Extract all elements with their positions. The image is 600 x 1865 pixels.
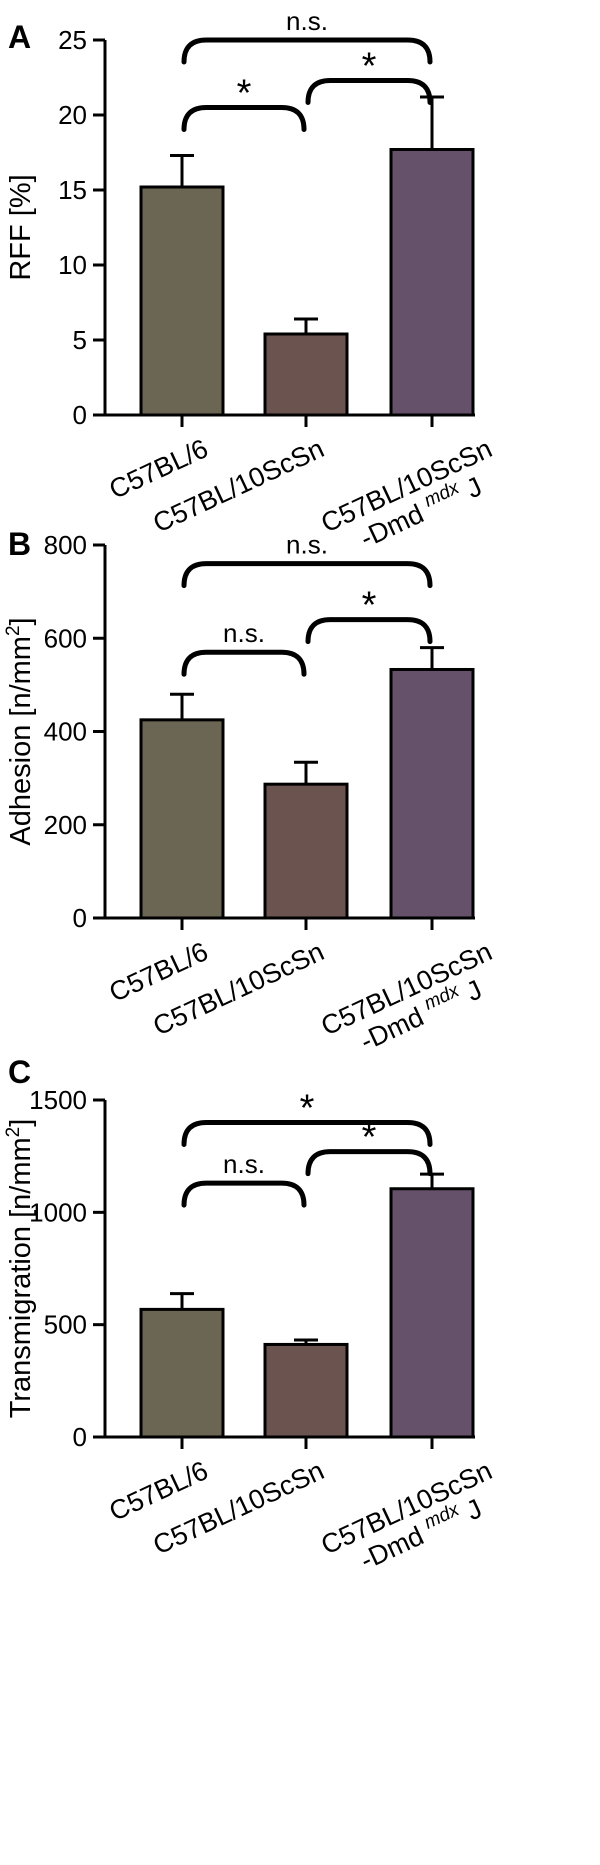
significance-label: n.s. [223, 1149, 265, 1179]
y-tick-label: 1000 [29, 1197, 87, 1227]
significance-label: * [237, 73, 252, 115]
y-tick-label: 20 [58, 100, 87, 130]
bar-0 [139, 718, 225, 920]
significance-bracket [181, 1180, 307, 1208]
bar-1 [263, 332, 349, 417]
significance-label: n.s. [286, 6, 328, 36]
y-tick-label: 400 [44, 717, 87, 747]
bar-0 [139, 1307, 225, 1439]
significance-bracket [181, 649, 307, 677]
y-tick-label: 0 [73, 1422, 87, 1452]
significance-label: * [362, 1117, 377, 1159]
bar-2 [389, 1187, 475, 1439]
bar-0 [139, 185, 225, 417]
panel-letter-A: A [8, 19, 31, 55]
y-tick-label: 5 [73, 325, 87, 355]
significance-bracket [181, 105, 307, 132]
bar-2 [389, 148, 475, 417]
y-tick-label: 200 [44, 810, 87, 840]
significance-label: n.s. [223, 618, 265, 648]
bar-2 [389, 667, 475, 920]
significance-bracket [181, 1119, 433, 1147]
significance-label: * [300, 1087, 315, 1129]
y-axis-label: Transmigration [n/mm2] [3, 1119, 37, 1419]
bar-1 [263, 1342, 349, 1439]
significance-label: n.s. [286, 530, 328, 560]
y-tick-label: 1500 [29, 1085, 87, 1115]
y-tick-label: 15 [58, 175, 87, 205]
significance-bracket [305, 1149, 433, 1177]
panel-letter-C: C [8, 1054, 31, 1090]
panel-letter-B: B [8, 526, 31, 562]
significance-bracket [305, 617, 433, 645]
y-axis-label: Adhesion [n/mm2] [3, 617, 37, 845]
significance-bracket [181, 561, 433, 589]
y-tick-label: 10 [58, 250, 87, 280]
y-tick-label: 0 [73, 903, 87, 933]
bar-1 [263, 782, 349, 920]
panel-C: C 0 500 1000 1500 Transmigration [n/mm2] n.s. *… [3, 1054, 497, 1576]
significance-bracket [181, 37, 433, 65]
significance-bracket [305, 78, 433, 105]
y-axis-label: RFF [%] [5, 174, 37, 280]
significance-label: * [362, 585, 377, 627]
y-tick-label: 25 [58, 25, 87, 55]
y-tick-label: 600 [44, 623, 87, 653]
significance-label: * [362, 46, 377, 88]
y-tick-label: 0 [73, 400, 87, 430]
y-tick-label: 800 [44, 530, 87, 560]
y-tick-label: 500 [44, 1310, 87, 1340]
